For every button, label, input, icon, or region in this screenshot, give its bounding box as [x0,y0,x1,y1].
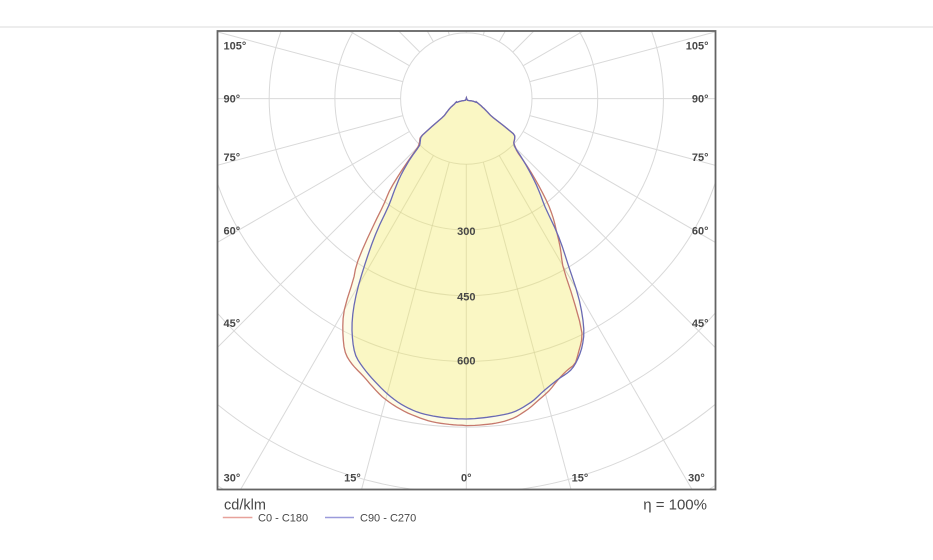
svg-text:cd/klm: cd/klm [224,498,266,514]
svg-text:30°: 30° [688,473,705,485]
svg-text:60°: 60° [224,225,241,237]
svg-text:90°: 90° [224,94,241,106]
svg-text:15°: 15° [344,473,361,485]
svg-text:75°: 75° [224,152,241,164]
svg-text:105°: 105° [224,40,247,52]
svg-text:45°: 45° [224,318,241,330]
svg-text:450: 450 [457,291,475,303]
svg-text:C0 - C180: C0 - C180 [258,513,308,525]
svg-text:45°: 45° [692,318,709,330]
svg-text:15°: 15° [572,473,589,485]
svg-text:600: 600 [457,356,475,368]
svg-text:90°: 90° [692,94,709,106]
svg-text:0°: 0° [461,473,472,485]
svg-text:105°: 105° [686,40,709,52]
svg-text:30°: 30° [224,473,241,485]
svg-text:C90 - C270: C90 - C270 [360,513,416,525]
svg-text:300: 300 [457,226,475,238]
svg-text:75°: 75° [692,152,709,164]
svg-text:η = 100%: η = 100% [643,497,707,514]
svg-text:60°: 60° [692,225,709,237]
